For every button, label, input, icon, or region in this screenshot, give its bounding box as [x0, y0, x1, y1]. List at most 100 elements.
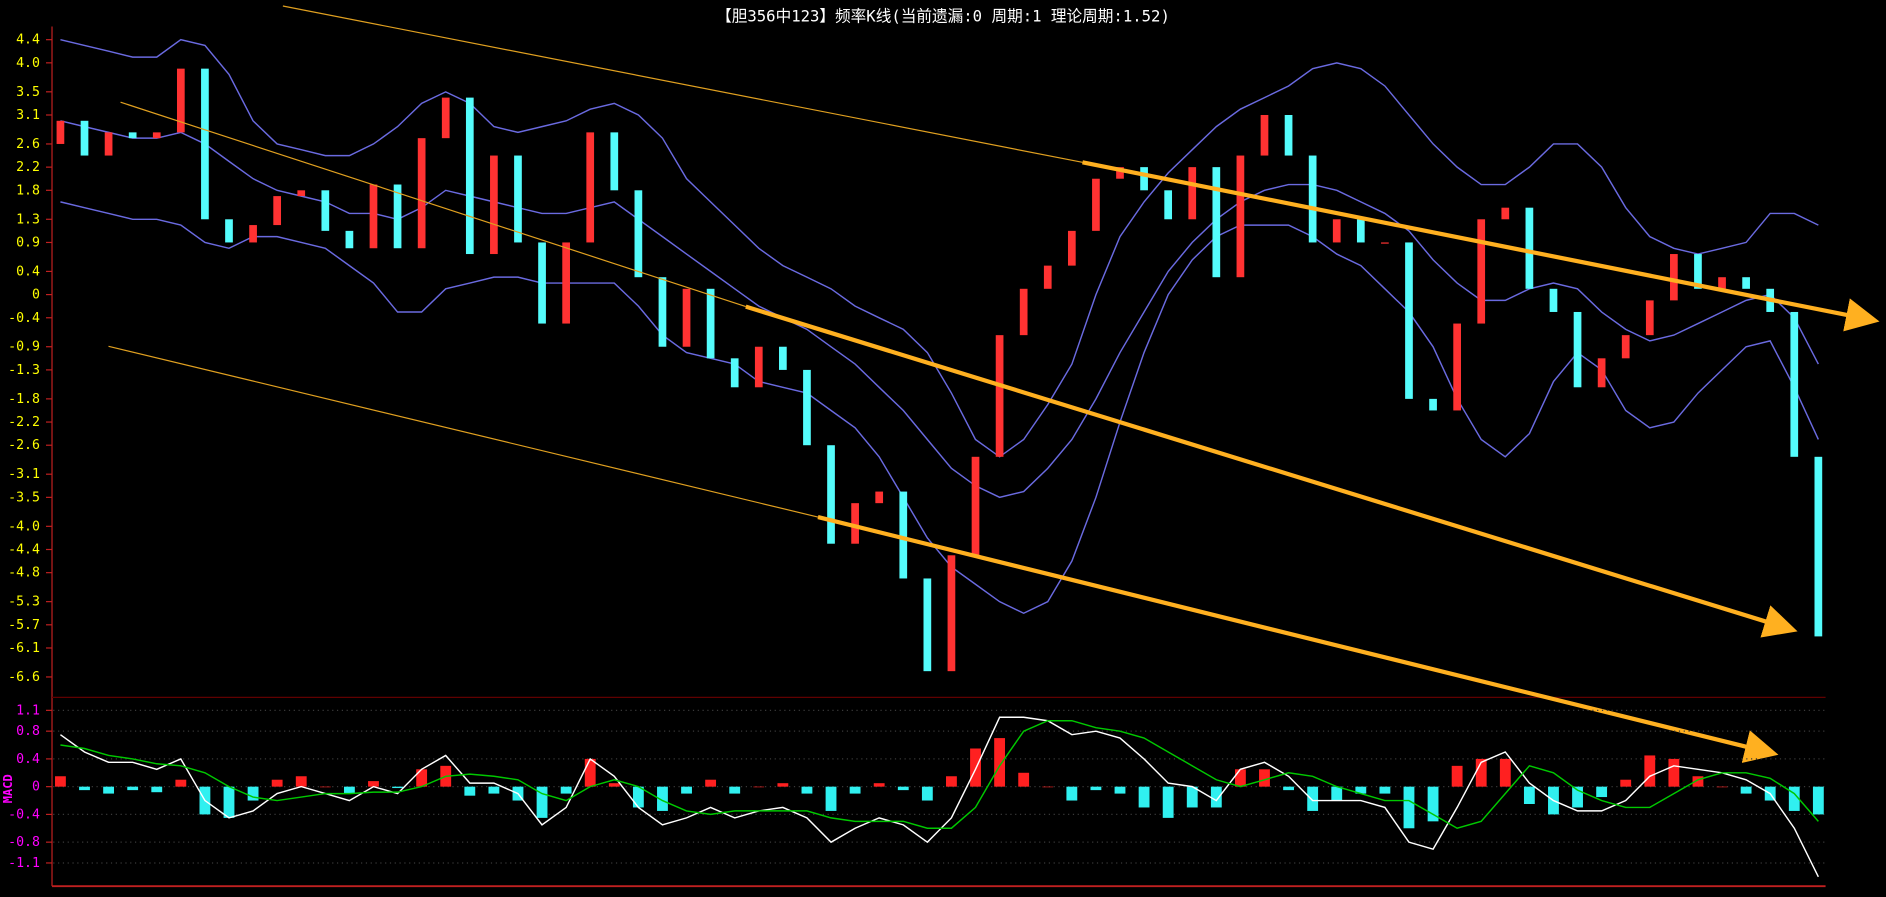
histogram-bar — [657, 786, 668, 811]
candle — [104, 132, 113, 156]
y-tick-label: -2.2 — [8, 415, 40, 430]
candle — [1790, 311, 1799, 457]
candle — [1501, 207, 1510, 220]
histogram-bar — [632, 786, 644, 808]
candle — [1092, 178, 1100, 231]
candle — [393, 184, 402, 249]
histogram-bar — [464, 786, 476, 796]
histogram-bar — [1523, 786, 1535, 804]
histogram-bar — [1066, 786, 1078, 801]
histogram-bar — [801, 786, 813, 794]
candle — [1332, 219, 1341, 243]
y-tick-label: 2.6 — [16, 137, 40, 152]
histogram-bar — [1042, 786, 1054, 788]
candle — [1645, 300, 1654, 336]
candle — [754, 346, 763, 388]
candle — [273, 196, 282, 226]
histogram-bar — [392, 786, 403, 789]
y-tick-label: 2.2 — [16, 160, 40, 175]
y-tick-label: 3.5 — [16, 85, 40, 100]
candle — [80, 120, 89, 156]
line — [60, 120, 1819, 499]
candle — [249, 225, 257, 243]
histogram-bar — [753, 786, 765, 788]
histogram-bar — [536, 786, 548, 818]
histogram-bar — [416, 769, 428, 787]
candle — [1043, 265, 1052, 289]
histogram-bar — [921, 786, 933, 801]
candle — [1670, 254, 1678, 301]
histogram-bar — [1812, 786, 1824, 815]
histogram-bar — [1186, 786, 1198, 808]
candle — [1019, 288, 1028, 336]
y-tick-label: 3.1 — [16, 108, 40, 123]
histogram-bar — [560, 786, 572, 794]
y-tick-label: 1.8 — [16, 183, 40, 198]
candle — [586, 132, 595, 243]
histogram-bar — [1499, 758, 1511, 787]
candle — [1405, 242, 1413, 399]
candle — [1597, 358, 1606, 388]
candle — [706, 288, 715, 359]
histogram-bar — [1572, 786, 1583, 808]
y-tick-label: 1.1 — [16, 703, 40, 718]
histogram-bar — [1668, 758, 1680, 787]
histogram-bar — [175, 779, 187, 787]
candle — [1116, 167, 1124, 179]
histogram-bar — [1451, 765, 1463, 787]
histogram-bar — [103, 786, 115, 794]
histogram-bar — [1210, 786, 1222, 808]
trend-line — [120, 101, 746, 308]
candle — [1381, 242, 1389, 244]
histogram-bar — [681, 786, 692, 794]
candle — [610, 132, 619, 191]
line — [60, 720, 1819, 829]
trend-arrow — [817, 514, 1779, 763]
y-tick-label: -2.6 — [8, 438, 40, 453]
y-tick-label: 4.4 — [16, 33, 40, 48]
line — [60, 716, 1820, 878]
candle — [321, 190, 330, 231]
candle — [514, 155, 522, 243]
line — [60, 38, 1819, 458]
y-tick-label: -4.4 — [8, 543, 40, 558]
candle — [1308, 155, 1317, 243]
histogram-bar — [247, 786, 259, 801]
candle — [417, 138, 426, 249]
histogram-bar — [1307, 786, 1319, 811]
chart-title: 【胆356中123】频率K线(当前遗漏:0 周期:1 理论周期:1.52) — [716, 6, 1170, 25]
y-tick-label: -1.8 — [8, 392, 40, 407]
y-tick-label: -1.1 — [8, 856, 40, 871]
y-tick-label: 0.4 — [16, 264, 40, 279]
candle — [345, 230, 354, 249]
histogram-bar — [1355, 786, 1367, 794]
histogram-bar — [1090, 786, 1102, 791]
y-axis-label: MACD — [1, 774, 15, 803]
histogram-bar — [1138, 786, 1150, 808]
y-tick-label: -1.3 — [8, 363, 40, 378]
histogram-bar — [368, 781, 379, 787]
candle — [1742, 277, 1750, 289]
candle — [947, 555, 956, 672]
histogram-bar — [79, 786, 90, 791]
candle — [297, 190, 306, 197]
candle — [1453, 323, 1461, 411]
candle — [128, 132, 137, 139]
y-tick-label: -0.9 — [8, 340, 40, 355]
candle — [1525, 207, 1534, 289]
candle — [201, 68, 209, 220]
candle — [538, 242, 546, 324]
y-tick-label: -4.0 — [8, 519, 40, 534]
y-tick-label: -3.5 — [8, 490, 40, 505]
histogram-bar — [1427, 786, 1439, 822]
candle — [875, 491, 884, 504]
y-tick-label: -0.4 — [8, 311, 40, 326]
candle — [899, 491, 908, 579]
candle — [465, 97, 474, 255]
candle — [1212, 167, 1221, 278]
y-tick-label: 0.8 — [16, 724, 40, 739]
histogram-bar — [946, 776, 957, 787]
candle — [995, 335, 1004, 457]
candle — [176, 68, 185, 133]
